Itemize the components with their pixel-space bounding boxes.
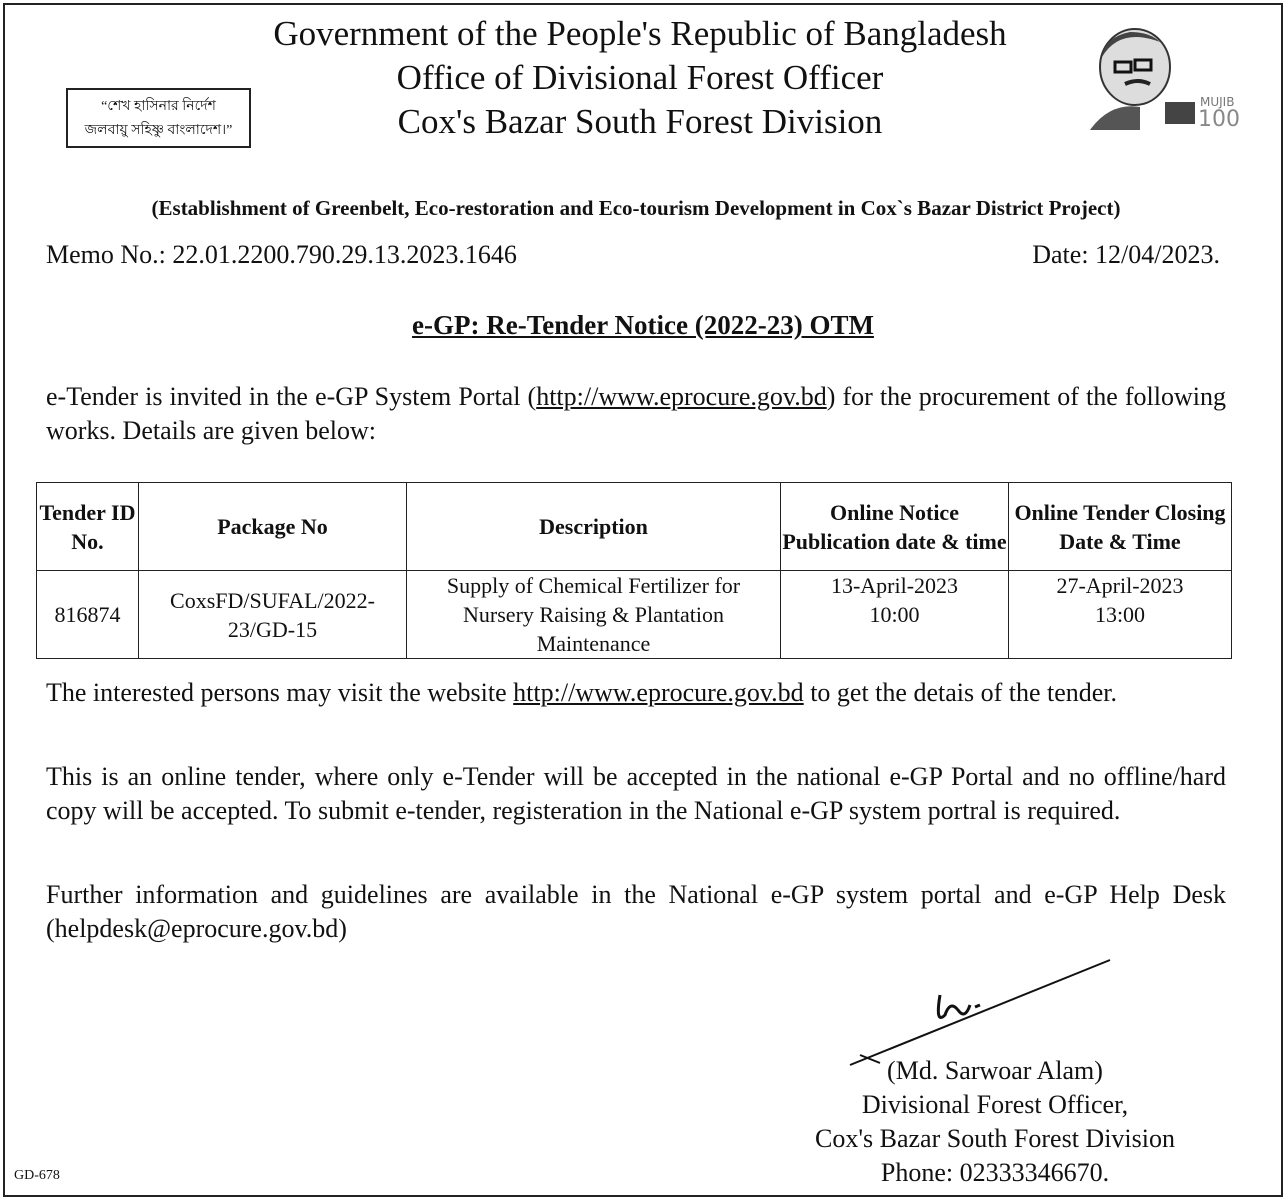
website-text-end: to get the detais of the tender. [803, 678, 1118, 707]
header-description: Description [406, 482, 781, 571]
publication-time: 10:00 [869, 602, 920, 627]
online-tender-paragraph: This is an online tender, where only e-T… [46, 762, 1226, 825]
table-row: 816874 CoxsFD/SUFAL/2022-23/GD-15 Supply… [36, 570, 1232, 659]
notice-title-wrap: e-GP: Re-Tender Notice (2022-23) OTM [0, 310, 1286, 341]
signatory-phone: Phone: 02333346670. [880, 1158, 1110, 1187]
header-division: Cox's Bazar South Forest Division [397, 102, 883, 141]
slogan-line-1: “শেখ হাসিনার নির্দেশ [101, 99, 216, 114]
header-closing: Online Tender Closing Date & Time [1008, 482, 1232, 571]
cell-closing: 27-April-2023 13:00 [1008, 570, 1232, 659]
signature-block: (Md. Sarwoar Alam) Divisional Forest Off… [780, 1054, 1210, 1190]
intro-paragraph: e-Tender is invited in the e-GP System P… [46, 380, 1226, 448]
svg-text:MUJIB: MUJIB [1200, 95, 1234, 109]
memo-number: Memo No.: 22.01.2200.790.29.13.2023.1646 [46, 240, 517, 269]
eprocure-link[interactable]: http://www.eprocure.gov.bd [536, 382, 827, 411]
website-paragraph: The interested persons may visit the web… [46, 676, 1226, 710]
header-package: Package No [138, 482, 407, 571]
header-office: Office of Divisional Forest Officer [396, 58, 884, 97]
signatory-name: (Md. Sarwoar Alam) [887, 1056, 1103, 1085]
intro-text: e-Tender is invited in the e-GP System P… [46, 382, 537, 411]
publication-date: 13-April-2023 [830, 573, 959, 598]
intro-text-end: ) for the procurement of the following w… [46, 382, 1227, 445]
eprocure-link-2[interactable]: http://www.eprocure.gov.bd [513, 678, 804, 707]
signatory-office: Cox's Bazar South Forest Division [814, 1124, 1175, 1153]
cell-tender-id: 816874 [36, 570, 139, 659]
mujib-100-logo: MUJIB 100 [1080, 22, 1260, 132]
closing-time: 13:00 [1094, 602, 1146, 627]
svg-text:100: 100 [1198, 107, 1240, 132]
signatory-designation: Divisional Forest Officer, [861, 1090, 1129, 1119]
document-code: GD-678 [14, 1168, 60, 1183]
notice-title: e-GP: Re-Tender Notice (2022-23) OTM [412, 310, 874, 340]
table-header-row: Tender ID No. Package No Description Onl… [36, 482, 1232, 571]
header-government: Government of the People's Republic of B… [273, 14, 1007, 53]
cell-publication: 13-April-2023 10:00 [780, 570, 1009, 659]
slogan-box: “শেখ হাসিনার নির্দেশ জলবায়ু সহিষ্ণু বাং… [66, 88, 251, 148]
project-title: (Establishment of Greenbelt, Eco-restora… [151, 196, 1121, 220]
slogan-line-2: জলবায়ু সহিষ্ণু বাংলাদেশ।” [84, 123, 233, 138]
header-tender-id: Tender ID No. [36, 482, 139, 571]
website-text: The interested persons may visit the web… [46, 678, 514, 707]
cell-description: Supply of Chemical Fertilizer for Nurser… [406, 570, 781, 659]
cell-package: CoxsFD/SUFAL/2022-23/GD-15 [138, 570, 407, 659]
page-border [3, 3, 1283, 1197]
closing-date: 27-April-2023 [1056, 573, 1184, 598]
further-info-paragraph: Further information and guidelines are a… [46, 880, 1226, 943]
header-publication: Online Notice Publication date & time [780, 482, 1009, 571]
signature [840, 955, 1130, 1070]
tender-table: Tender ID No. Package No Description Onl… [36, 482, 1232, 659]
memo-date: Date: 12/04/2023. [1032, 240, 1220, 269]
